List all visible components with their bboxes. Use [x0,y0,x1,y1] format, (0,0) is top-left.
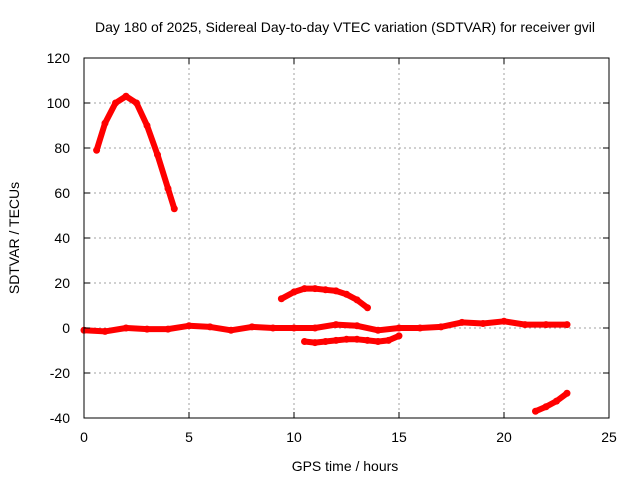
y-tick-label: 80 [54,140,70,156]
data-point [385,336,392,344]
data-point [290,324,298,332]
series-group [80,92,571,415]
series-arc-2 [277,285,371,312]
data-point [364,336,371,344]
data-point [322,286,329,294]
data-point [154,151,161,159]
data-point [290,288,298,296]
data-point [101,119,109,127]
series-arc-1 [93,92,178,213]
series-trace [301,332,402,346]
grid [84,58,609,418]
data-point [364,304,371,312]
data-point [332,321,340,329]
data-point [542,403,550,411]
data-point [164,185,172,192]
data-point [343,335,350,343]
data-point [143,325,151,333]
data-point [532,407,539,415]
y-tick-label: 60 [54,185,70,201]
x-tick-label: 15 [391,429,407,445]
y-tick-label: 120 [47,50,71,66]
data-point [343,290,350,298]
data-point [122,324,130,332]
data-point [269,324,277,332]
y-axis-label: SDTVAR / TECUs [6,182,22,294]
data-point [185,322,193,330]
data-point [395,324,403,332]
x-tick-label: 10 [286,429,302,445]
data-point [301,285,308,293]
x-tick-label: 0 [80,429,88,445]
data-point [227,326,235,334]
series-trace [93,93,178,212]
series-arc-4 [301,332,403,347]
data-point [93,146,101,154]
data-point [133,99,140,107]
data-point [170,205,178,213]
data-point [437,323,445,331]
data-point [353,335,361,343]
data-point [101,327,109,335]
data-point [112,99,119,107]
chart-title: Day 180 of 2025, Sidereal Day-to-day VTE… [95,19,595,35]
data-point [143,122,151,129]
series-arc-5 [532,389,571,415]
x-tick-label: 5 [185,429,193,445]
x-tick-label: 25 [601,429,617,445]
data-point [322,338,329,345]
data-point [301,338,308,345]
data-point [458,318,466,326]
data-point [395,332,403,340]
data-point [206,323,214,331]
data-point [416,324,424,332]
data-point [122,92,130,100]
x-axis-label: GPS time / hours [292,458,399,474]
series-trace [81,318,570,335]
data-point [563,389,571,397]
y-axis-ticks: -40 -20 0 20 40 60 80 100 120 [47,50,609,426]
data-point [311,285,319,293]
data-point [521,321,529,329]
data-point [332,287,340,295]
data-point [353,296,361,304]
series-arc-3 [80,317,571,335]
data-point [332,336,340,344]
data-point [164,325,172,333]
data-point [500,317,508,325]
data-point [563,321,571,329]
data-point [374,338,382,345]
data-point [479,320,487,327]
data-point [542,321,550,329]
y-tick-label: 100 [47,95,71,111]
data-point [277,295,285,303]
data-point [311,339,319,347]
data-point [353,322,361,330]
y-tick-label: 20 [54,275,70,291]
x-axis-ticks: 0 5 10 15 20 25 [80,58,617,445]
data-point [374,326,382,334]
series-trace [532,390,570,415]
y-tick-label: 40 [54,230,70,246]
data-point [248,323,256,331]
y-tick-label: 0 [62,320,70,336]
data-point [553,397,560,405]
y-tick-label: -40 [50,410,70,426]
x-tick-label: 20 [496,429,512,445]
data-point [311,324,319,332]
y-tick-label: -20 [50,365,70,381]
